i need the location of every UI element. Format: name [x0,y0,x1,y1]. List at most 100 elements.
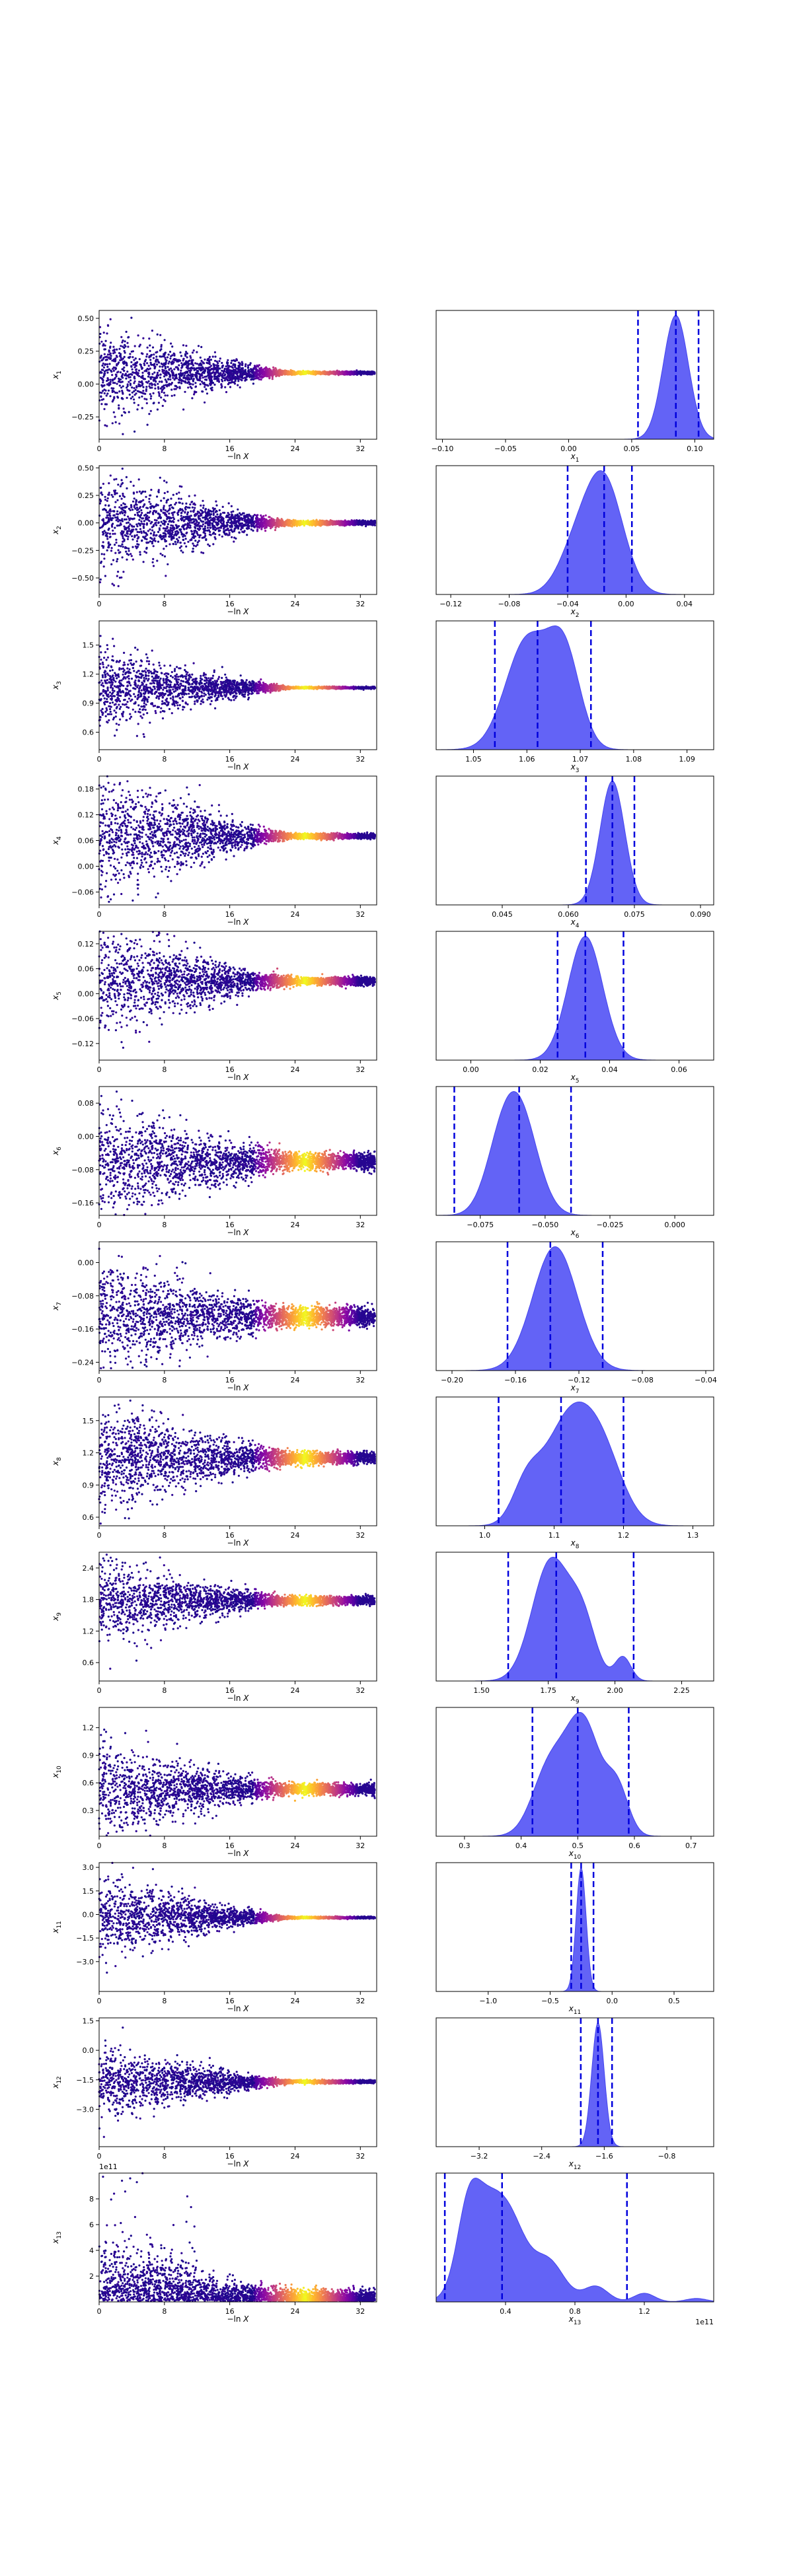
sample-point [204,359,206,361]
sample-point [299,371,301,373]
sample-point [266,374,268,376]
sample-point [227,371,229,373]
sample-point [245,365,246,367]
sample-point [152,558,154,560]
sample-point [163,372,165,374]
sample-point [249,364,251,366]
sample-point [120,545,122,547]
sample-point [194,382,196,384]
sample-point [109,395,111,397]
sample-point [114,552,116,554]
sample-point [250,371,252,373]
sample-point [352,373,354,375]
sample-point [113,396,115,398]
sample-point [106,392,108,394]
sample-point [107,511,109,513]
sample-point [150,354,152,356]
sample-point [245,363,246,365]
sample-point [367,372,369,374]
sample-point [166,381,168,383]
sample-point [194,374,196,376]
sample-point [103,332,105,334]
sample-point [201,390,203,392]
sample-point [190,387,192,389]
sample-point [153,565,155,567]
sample-point [108,390,110,392]
sample-point [167,491,169,493]
sample-point [141,375,143,376]
sample-point [229,375,231,377]
sample-point [136,408,138,410]
sample-point [142,390,144,392]
sample-point [104,496,106,498]
sample-point [104,356,106,358]
sample-point [120,357,122,359]
sample-point [194,386,196,388]
sample-point [245,377,246,379]
sample-point [165,378,167,380]
sample-point [159,365,161,367]
sample-point [198,364,200,366]
sample-point [187,368,189,370]
sample-point [248,376,250,378]
sample-point [242,369,244,371]
sample-point [110,370,112,372]
sample-point [202,552,204,554]
sample-point [147,347,149,349]
sample-point [206,362,208,364]
sample-point [196,367,198,369]
sample-point [130,373,132,375]
sample-point [358,372,359,374]
sample-point [250,368,252,370]
sample-point [341,371,343,373]
sample-point [221,370,223,372]
sample-point [145,496,147,498]
sample-point [187,378,189,380]
x-axis-label: −ln X [227,452,249,461]
sample-point [130,361,132,363]
sample-point [258,371,260,373]
sample-point [119,384,121,386]
sample-point [180,382,182,384]
sample-point [181,366,183,368]
sample-point [100,396,102,398]
sample-point [135,357,137,359]
sample-point [172,363,174,365]
sample-point [217,371,219,373]
sample-point [164,530,166,532]
sample-point [103,367,105,369]
sample-point [104,499,106,501]
sample-point [356,369,358,371]
sample-point [146,353,148,355]
sample-point [141,368,143,370]
sample-point [120,386,122,388]
sample-point [321,372,323,374]
sample-point [204,376,206,378]
sample-point [264,367,266,369]
sample-point [178,364,180,366]
sample-point [315,371,317,373]
sample-point [122,368,124,370]
sample-point [200,383,202,385]
sample-point [223,375,225,376]
sample-point [113,511,115,513]
sample-point [213,376,215,378]
sample-point [270,370,272,372]
sample-point [104,384,106,386]
sample-point [221,362,223,364]
sample-point [260,378,262,380]
sample-point [133,387,135,389]
sample-point [138,345,140,347]
y-tick-label: 0.50 [78,314,94,323]
sample-point [213,366,215,368]
sample-point [196,363,198,365]
sample-point [107,324,109,326]
sample-point [250,528,252,530]
sample-point [127,375,129,376]
sample-point [126,342,128,344]
sample-point [200,357,202,359]
sample-point [230,371,232,373]
sample-point [193,393,195,395]
sample-point [133,402,135,404]
sample-point [230,366,232,368]
